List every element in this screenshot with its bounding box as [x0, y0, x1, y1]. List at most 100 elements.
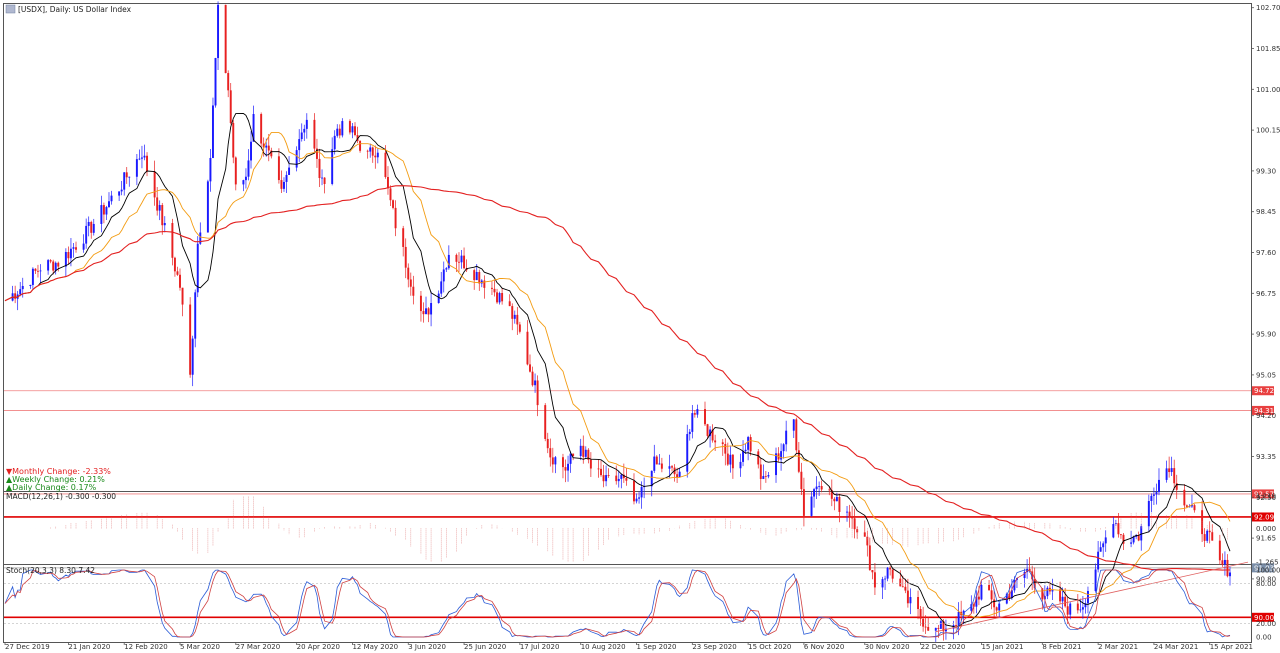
candle-body: [696, 409, 699, 415]
level-label: 94.72: [1254, 387, 1274, 395]
candle-body: [597, 468, 600, 470]
candle-body: [234, 157, 237, 185]
candle-body: [354, 126, 356, 136]
candle-body: [1097, 551, 1100, 570]
x-tick-label: 30 Nov 2020: [865, 643, 910, 651]
candle-body: [181, 287, 184, 305]
candle-body: [775, 453, 777, 476]
y-tick-label: 95.05: [1256, 371, 1276, 379]
candle-body: [1132, 536, 1135, 543]
candle-body: [1203, 534, 1206, 541]
candle-body: [739, 461, 742, 469]
candle-body: [650, 470, 653, 487]
time-axis: 27 Dec 2019 21 Jan 2020 12 Feb 2020 5 Mar 2…: [4, 642, 1253, 651]
current-price-label: 91.03: [1254, 564, 1274, 572]
candle-body: [782, 444, 785, 452]
candle-body: [617, 478, 620, 482]
candle-body: [942, 621, 945, 632]
candle-body: [686, 434, 689, 472]
candle-body: [937, 627, 940, 629]
candle-body: [321, 177, 324, 179]
candle-body: [1051, 589, 1054, 592]
candle-body: [336, 128, 339, 136]
candle-body: [757, 451, 760, 465]
candle-body: [851, 516, 854, 519]
candle-body: [217, 4, 220, 59]
candle-body: [348, 121, 351, 133]
candle-body: [569, 453, 572, 464]
candle-body: [815, 486, 818, 490]
candle-body: [242, 180, 245, 185]
candle-body: [191, 338, 194, 375]
support-trendline: [935, 561, 1249, 633]
candle-body: [490, 287, 493, 289]
candle-body: [676, 474, 679, 478]
candle-body: [161, 205, 164, 226]
candle-body: [1140, 526, 1143, 541]
candle-body: [802, 489, 805, 516]
candle-body: [1041, 588, 1044, 600]
candle-body: [1084, 603, 1087, 608]
candle-body: [1010, 590, 1013, 599]
candle-body: [179, 274, 181, 288]
candle-body: [305, 119, 308, 129]
candle-body: [483, 280, 486, 288]
candle-body: [1173, 468, 1176, 484]
candle-body: [85, 225, 88, 244]
y-tick-label: 94.20: [1256, 412, 1276, 420]
y-tick-label: 95.90: [1256, 331, 1276, 339]
candle-body: [356, 135, 359, 142]
candle-body: [303, 128, 306, 133]
x-tick-label: 24 Mar 2021: [1154, 643, 1198, 651]
level-tag: [1252, 512, 1274, 522]
stoch-label: Stoch(20,3,3) 8.30 7.42: [6, 566, 95, 575]
candle-body: [295, 150, 298, 168]
candle-body: [333, 135, 336, 150]
candle-body: [252, 114, 255, 142]
candle-body: [534, 380, 537, 386]
candle-body: [260, 114, 263, 144]
candle-body: [655, 456, 658, 465]
candle-body: [57, 262, 60, 267]
candle-body: [102, 205, 105, 215]
candle-body: [1086, 590, 1089, 604]
y-tick-label: 92.50: [1256, 494, 1276, 502]
candle-body: [1031, 571, 1034, 580]
candle-body: [280, 180, 283, 189]
candle-body: [153, 171, 156, 198]
candle-body: [445, 268, 448, 270]
candle-body: [31, 268, 34, 285]
candle-body: [704, 409, 706, 425]
candle-body: [493, 288, 496, 293]
candle-body: [34, 268, 37, 271]
candle-body: [546, 438, 549, 449]
candle-body: [957, 611, 960, 627]
candle-body: [587, 449, 590, 460]
candle-body: [868, 545, 871, 571]
candle-body: [463, 255, 466, 269]
candle-body: [437, 293, 440, 304]
candle-body: [1059, 589, 1062, 602]
y-tick-label: 96.75: [1256, 290, 1276, 298]
y-tick-label: 98.45: [1256, 208, 1276, 216]
candle-body: [1081, 607, 1084, 610]
candle-body: [351, 126, 354, 133]
candle-body: [460, 255, 463, 263]
x-tick-label: 3 Jun 2020: [408, 643, 446, 651]
candle-body: [478, 272, 481, 284]
stoch-tick-label: 100.00: [1256, 567, 1280, 575]
candle-body: [759, 464, 762, 479]
candle-body: [955, 625, 958, 627]
candle-body: [1170, 468, 1173, 473]
y-tick-label: 93.35: [1256, 453, 1276, 461]
x-tick-label: 15 Jan 2021: [981, 643, 1023, 651]
candle-body: [744, 449, 747, 452]
stoch-axis: 100.00 80.00 20.00 0.00: [1256, 567, 1280, 642]
candle-body: [140, 157, 143, 159]
candle-body: [792, 419, 795, 431]
weekly-change: ▲Weekly Change: 0.21%: [6, 475, 105, 484]
candle-body: [835, 496, 838, 502]
candle-body: [1223, 559, 1226, 565]
candle-body: [369, 147, 372, 152]
